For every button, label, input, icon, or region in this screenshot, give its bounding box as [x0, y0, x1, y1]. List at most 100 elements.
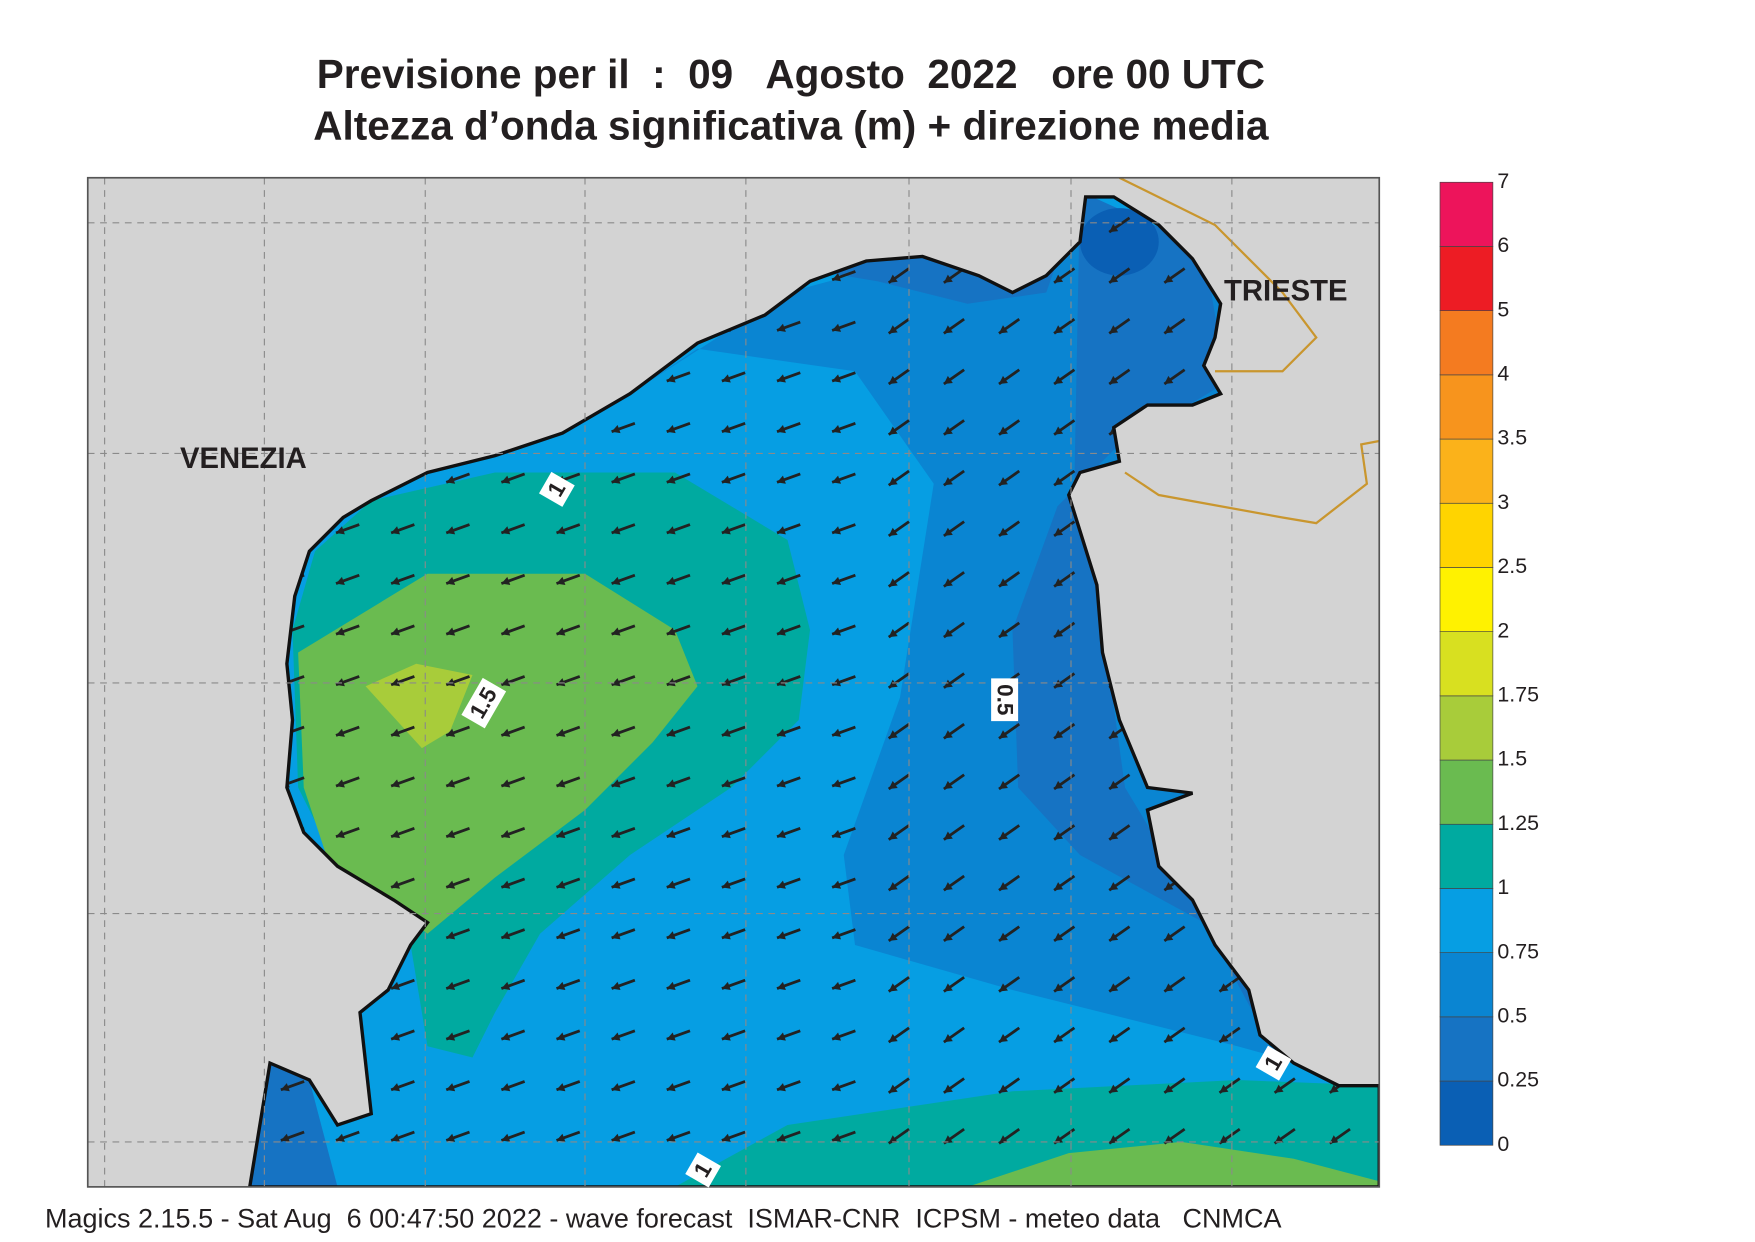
arrow-head	[1054, 1084, 1064, 1093]
arrow-head	[611, 1133, 621, 1142]
arrow-head	[1054, 1034, 1064, 1043]
arrow-head	[943, 730, 953, 739]
arrow-head	[888, 578, 898, 587]
arrow-head	[556, 829, 566, 839]
arrow-head	[391, 829, 401, 839]
footer: Magics 2.15.5 - Sat Aug 6 00:47:50 2022 …	[45, 1203, 1282, 1233]
arrow-head	[721, 526, 731, 535]
arrow-head	[832, 627, 842, 636]
arrow-head	[1109, 730, 1119, 739]
arrow-head	[998, 629, 1008, 638]
arrow-head	[832, 678, 842, 687]
arrow-head	[832, 1083, 842, 1092]
arrow-head	[556, 981, 566, 990]
arrow-head	[391, 779, 401, 788]
arrow-head	[446, 627, 456, 636]
arrow-head	[611, 779, 621, 788]
arrow-head	[1274, 1084, 1284, 1093]
arrow-head	[1164, 1084, 1174, 1093]
arrow-head	[888, 679, 898, 688]
arrow-head	[391, 576, 401, 585]
arrow-head	[888, 1084, 898, 1093]
arrow-head	[1054, 325, 1064, 334]
colorbar-tick-label: 2.5	[1497, 554, 1527, 578]
arrow-head	[888, 375, 898, 384]
arrow-head	[943, 882, 953, 891]
arrow-head	[721, 1032, 731, 1041]
arrow-head	[501, 829, 511, 839]
arrow-head	[888, 730, 898, 739]
arrow-head	[776, 981, 786, 990]
arrow-head	[832, 880, 842, 889]
arrow-head	[943, 578, 953, 587]
arrow-head	[556, 627, 566, 636]
arrow-head	[943, 629, 953, 638]
arrow-head	[998, 1084, 1008, 1093]
arrow-head	[888, 274, 898, 283]
colorbar-tick-label: 3.5	[1497, 426, 1527, 450]
arrow-head	[335, 576, 345, 585]
arrow-head	[776, 526, 786, 535]
arrow-head	[446, 931, 456, 940]
colorbar-tick-label: 1.5	[1497, 747, 1527, 771]
arrow-head	[556, 880, 566, 889]
arrow-head	[446, 1032, 456, 1041]
arrow-head	[666, 678, 676, 687]
arrow-head	[335, 1133, 345, 1142]
contour-label-bg	[538, 471, 575, 507]
arrow-head	[888, 629, 898, 638]
title-line-2: Altezza d’onda significativa (m) + direz…	[313, 103, 1269, 149]
arrow-head	[832, 981, 842, 990]
arrow-head	[776, 931, 786, 940]
arrow-head	[776, 880, 786, 889]
arrow-head	[666, 374, 676, 383]
arrow-head	[501, 779, 511, 788]
contour-label-bg	[461, 677, 507, 729]
arrow-head	[721, 829, 731, 839]
colorbar-band	[1439, 567, 1494, 632]
arrow-head	[888, 831, 898, 840]
arrow-head	[1054, 375, 1064, 384]
arrow-head	[1109, 1034, 1119, 1043]
arrow-head	[611, 475, 621, 484]
arrow-head	[721, 374, 731, 383]
arrow-head	[501, 1083, 511, 1092]
map-frame	[86, 176, 1381, 1188]
arrow-head	[1054, 629, 1064, 638]
arrow-head	[943, 426, 953, 435]
contour-label-bg	[685, 1152, 722, 1188]
arrow-head	[501, 526, 511, 535]
border	[1124, 439, 1380, 525]
contour-label: 1	[1255, 1045, 1292, 1081]
arrow-head	[832, 374, 842, 383]
arrow-head	[1054, 527, 1064, 536]
arrow-head	[888, 477, 898, 486]
arrow-head	[611, 880, 621, 889]
arrow-head	[501, 627, 511, 636]
arrow-head	[1164, 274, 1174, 283]
arrow-head	[556, 1133, 566, 1142]
arrow-head	[1054, 882, 1064, 891]
contour-labels: 11.5 0.511	[461, 471, 1292, 1188]
place-label: TRIESTE	[1224, 275, 1348, 307]
colorbar-band	[1439, 438, 1494, 504]
title-line-1: Previsione per il : 09 Agosto 2022 ore 0…	[317, 51, 1265, 97]
arrow-head	[1109, 274, 1119, 283]
arrow-head	[280, 1133, 290, 1142]
arrow-head	[776, 424, 786, 434]
colorbar-tick-label: 4	[1497, 361, 1509, 385]
colorbar-tick-label: 0.75	[1497, 939, 1539, 963]
arrow-head	[666, 424, 676, 434]
arrow-head	[721, 728, 731, 737]
contour-label-text: 0.5	[993, 684, 1018, 715]
colorbar-tick-label: 1	[1497, 875, 1509, 899]
arrow-head	[501, 475, 511, 484]
arrow-head	[1109, 882, 1119, 891]
arrow-head	[776, 1032, 786, 1041]
arrow-head	[943, 527, 953, 536]
arrow-head	[832, 829, 842, 839]
arrow-head	[666, 576, 676, 585]
arrow-head	[446, 829, 456, 839]
arrow-head	[666, 981, 676, 990]
